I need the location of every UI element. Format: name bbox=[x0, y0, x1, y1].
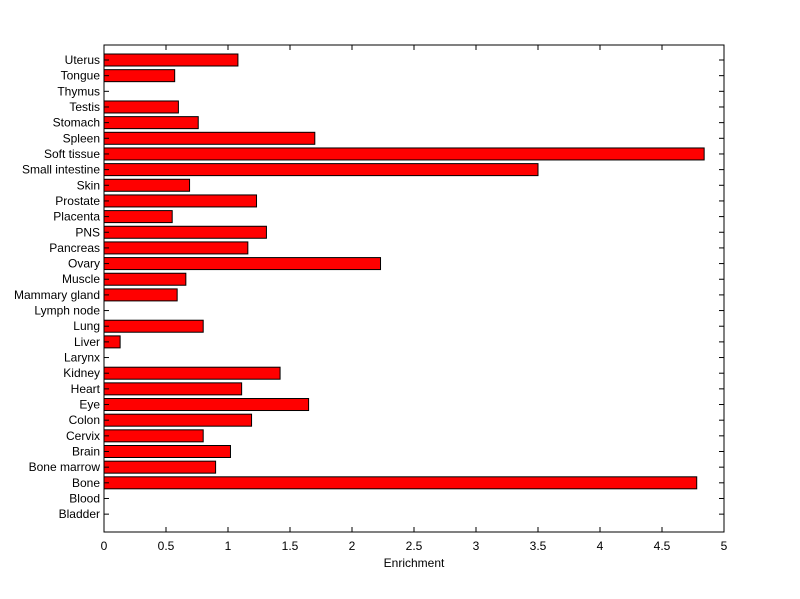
category-label-bone-marrow: Bone marrow bbox=[29, 460, 101, 474]
category-label-cervix: Cervix bbox=[66, 429, 100, 443]
category-label-bone: Bone bbox=[72, 476, 100, 490]
bar-colon bbox=[103, 413, 253, 427]
category-label-prostate: Prostate bbox=[55, 194, 100, 208]
bar-ovary bbox=[103, 257, 382, 271]
bar-lung bbox=[103, 319, 204, 333]
category-label-tongue: Tongue bbox=[61, 69, 101, 83]
bar-placenta bbox=[103, 210, 173, 224]
category-label-colon: Colon bbox=[69, 413, 100, 427]
bar-spleen bbox=[103, 131, 316, 145]
bar-stomach bbox=[103, 116, 199, 130]
category-label-pancreas: Pancreas bbox=[49, 241, 100, 255]
category-label-uterus: Uterus bbox=[65, 53, 100, 67]
bar-pns bbox=[103, 225, 267, 239]
category-label-kidney: Kidney bbox=[63, 366, 100, 380]
bar-skin bbox=[103, 178, 191, 192]
category-label-heart: Heart bbox=[71, 382, 101, 396]
plot-frame bbox=[103, 44, 725, 533]
category-label-testis: Testis bbox=[69, 100, 100, 114]
x-tick-label: 2 bbox=[349, 539, 356, 553]
bar-prostate bbox=[103, 194, 258, 208]
category-label-blood: Blood bbox=[69, 491, 100, 505]
category-label-placenta: Placenta bbox=[53, 210, 100, 224]
category-label-small-intestine: Small intestine bbox=[22, 163, 100, 177]
category-label-ovary: Ovary bbox=[68, 257, 100, 271]
category-label-thymus: Thymus bbox=[57, 84, 100, 98]
category-label-muscle: Muscle bbox=[62, 272, 100, 286]
category-label-larynx: Larynx bbox=[64, 351, 100, 365]
bar-testis bbox=[103, 100, 179, 114]
x-axis-label: Enrichment bbox=[384, 556, 445, 570]
category-label-bladder: Bladder bbox=[59, 507, 100, 521]
x-tick-label: 3 bbox=[473, 539, 480, 553]
bar-tongue bbox=[103, 69, 176, 83]
ticks-group bbox=[103, 45, 725, 532]
x-tick-label: 0.5 bbox=[158, 539, 175, 553]
bar-kidney bbox=[103, 366, 281, 380]
bar-soft-tissue bbox=[103, 147, 705, 161]
x-tick-label: 5 bbox=[721, 539, 728, 553]
category-label-lymph-node: Lymph node bbox=[34, 304, 100, 318]
bar-cervix bbox=[103, 429, 204, 443]
bar-heart bbox=[103, 382, 243, 396]
x-tick-label: 4 bbox=[597, 539, 604, 553]
x-tick-label: 3.5 bbox=[530, 539, 547, 553]
category-label-mammary-gland: Mammary gland bbox=[14, 288, 100, 302]
x-tick-label: 1.5 bbox=[282, 539, 299, 553]
x-tick-label: 4.5 bbox=[654, 539, 671, 553]
bar-muscle bbox=[103, 272, 187, 286]
bar-uterus bbox=[103, 53, 239, 67]
category-label-stomach: Stomach bbox=[53, 116, 100, 130]
x-tick-label: 1 bbox=[225, 539, 232, 553]
category-label-lung: Lung bbox=[73, 319, 100, 333]
category-label-brain: Brain bbox=[72, 445, 100, 459]
category-label-pns: PNS bbox=[75, 225, 100, 239]
x-tick-labels-group: 0 0.5 1 1.5 2 2.5 3 3.5 4 4.5 5 bbox=[101, 539, 728, 553]
category-label-eye: Eye bbox=[79, 398, 100, 412]
category-label-liver: Liver bbox=[74, 335, 100, 349]
bar-small-intestine bbox=[103, 163, 539, 177]
category-label-soft-tissue: Soft tissue bbox=[44, 147, 100, 161]
category-label-spleen: Spleen bbox=[63, 131, 100, 145]
bar-brain bbox=[103, 445, 231, 458]
bar-mammary-gland bbox=[103, 288, 178, 302]
bar-pancreas bbox=[103, 241, 249, 255]
x-tick-label: 0 bbox=[101, 539, 108, 553]
bar-bone-marrow bbox=[103, 460, 217, 474]
bar-bone bbox=[103, 476, 698, 490]
bar-eye bbox=[103, 398, 310, 412]
x-tick-label: 2.5 bbox=[406, 539, 423, 553]
category-label-skin: Skin bbox=[77, 178, 100, 192]
